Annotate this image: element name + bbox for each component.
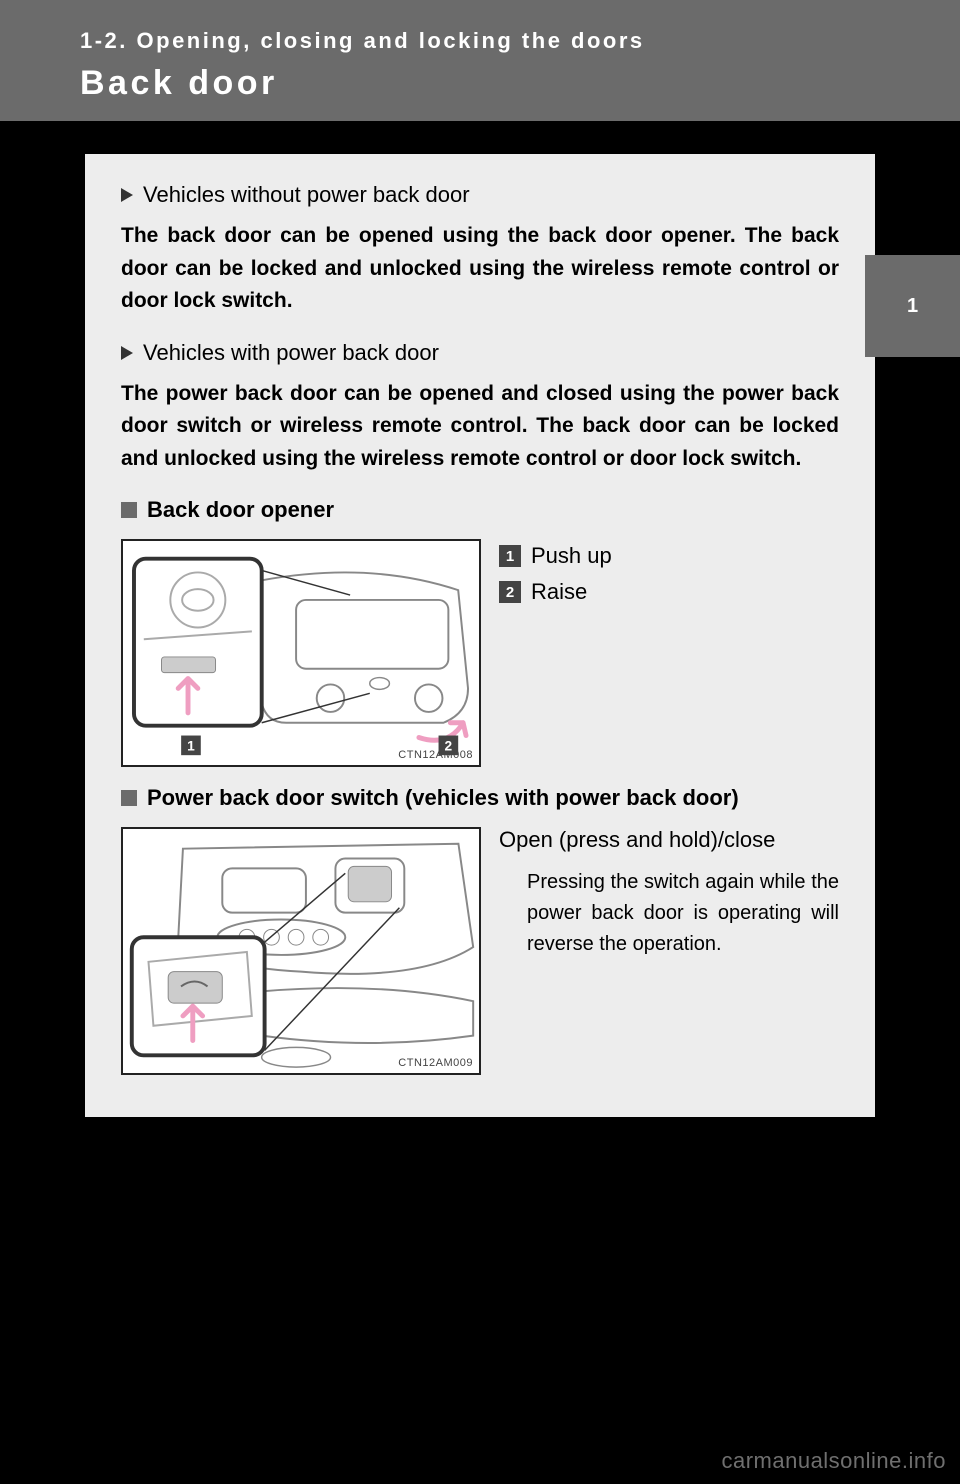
- section2-desc-sub: Pressing the switch again while the powe…: [499, 867, 839, 960]
- section1-row: 1 2 CTN12AM008 1 Push up 2 Raise: [121, 539, 839, 767]
- figure-back-door-opener: 1 2 CTN12AM008: [121, 539, 481, 767]
- step-label: Push up: [531, 543, 612, 569]
- page-title: Back door: [80, 64, 900, 103]
- figure2-code: CTN12AM009: [398, 1057, 473, 1069]
- variant-b-heading-text: Vehicles with power back door: [143, 340, 439, 366]
- chapter-tab: 1: [865, 255, 960, 357]
- watermark: carmanualsonline.info: [721, 1448, 946, 1474]
- variant-a-heading-text: Vehicles without power back door: [143, 182, 470, 208]
- overhead-console-illustration: [123, 829, 479, 1073]
- chapter-tab-label: 1: [907, 295, 918, 318]
- section1-steps: 1 Push up 2 Raise: [499, 539, 612, 767]
- section1-heading: Back door opener: [121, 497, 839, 523]
- variant-a-heading: Vehicles without power back door: [121, 182, 839, 208]
- step-item: 1 Push up: [499, 543, 612, 569]
- section1-heading-text: Back door opener: [147, 497, 334, 523]
- variant-a-body: The back door can be opened using the ba…: [121, 220, 839, 318]
- variant-b-heading: Vehicles with power back door: [121, 340, 839, 366]
- step-label: Raise: [531, 579, 587, 605]
- section2-desc-main: Open (press and hold)/close: [499, 827, 839, 853]
- section-number: 1-2. Opening, closing and locking the do…: [80, 28, 900, 54]
- svg-text:1: 1: [187, 739, 195, 754]
- triangle-icon: [121, 188, 133, 202]
- step-number-badge: 2: [499, 581, 521, 603]
- vehicle-rear-illustration: 1 2: [123, 541, 479, 765]
- step-item: 2 Raise: [499, 579, 612, 605]
- section2-heading-text: Power back door switch (vehicles with po…: [147, 785, 739, 811]
- figure-power-back-door-switch: CTN12AM009: [121, 827, 481, 1075]
- section2-heading: Power back door switch (vehicles with po…: [121, 785, 839, 811]
- content-box: Vehicles without power back door The bac…: [85, 154, 875, 1117]
- variant-b-body: The power back door can be opened and cl…: [121, 378, 839, 476]
- square-bullet-icon: [121, 502, 137, 518]
- step-number-badge: 1: [499, 545, 521, 567]
- square-bullet-icon: [121, 790, 137, 806]
- figure1-code: CTN12AM008: [398, 749, 473, 761]
- section2-description: Open (press and hold)/close Pressing the…: [499, 827, 839, 1075]
- section2-row: CTN12AM009 Open (press and hold)/close P…: [121, 827, 839, 1075]
- triangle-icon: [121, 346, 133, 360]
- page-header: 1-2. Opening, closing and locking the do…: [0, 0, 960, 121]
